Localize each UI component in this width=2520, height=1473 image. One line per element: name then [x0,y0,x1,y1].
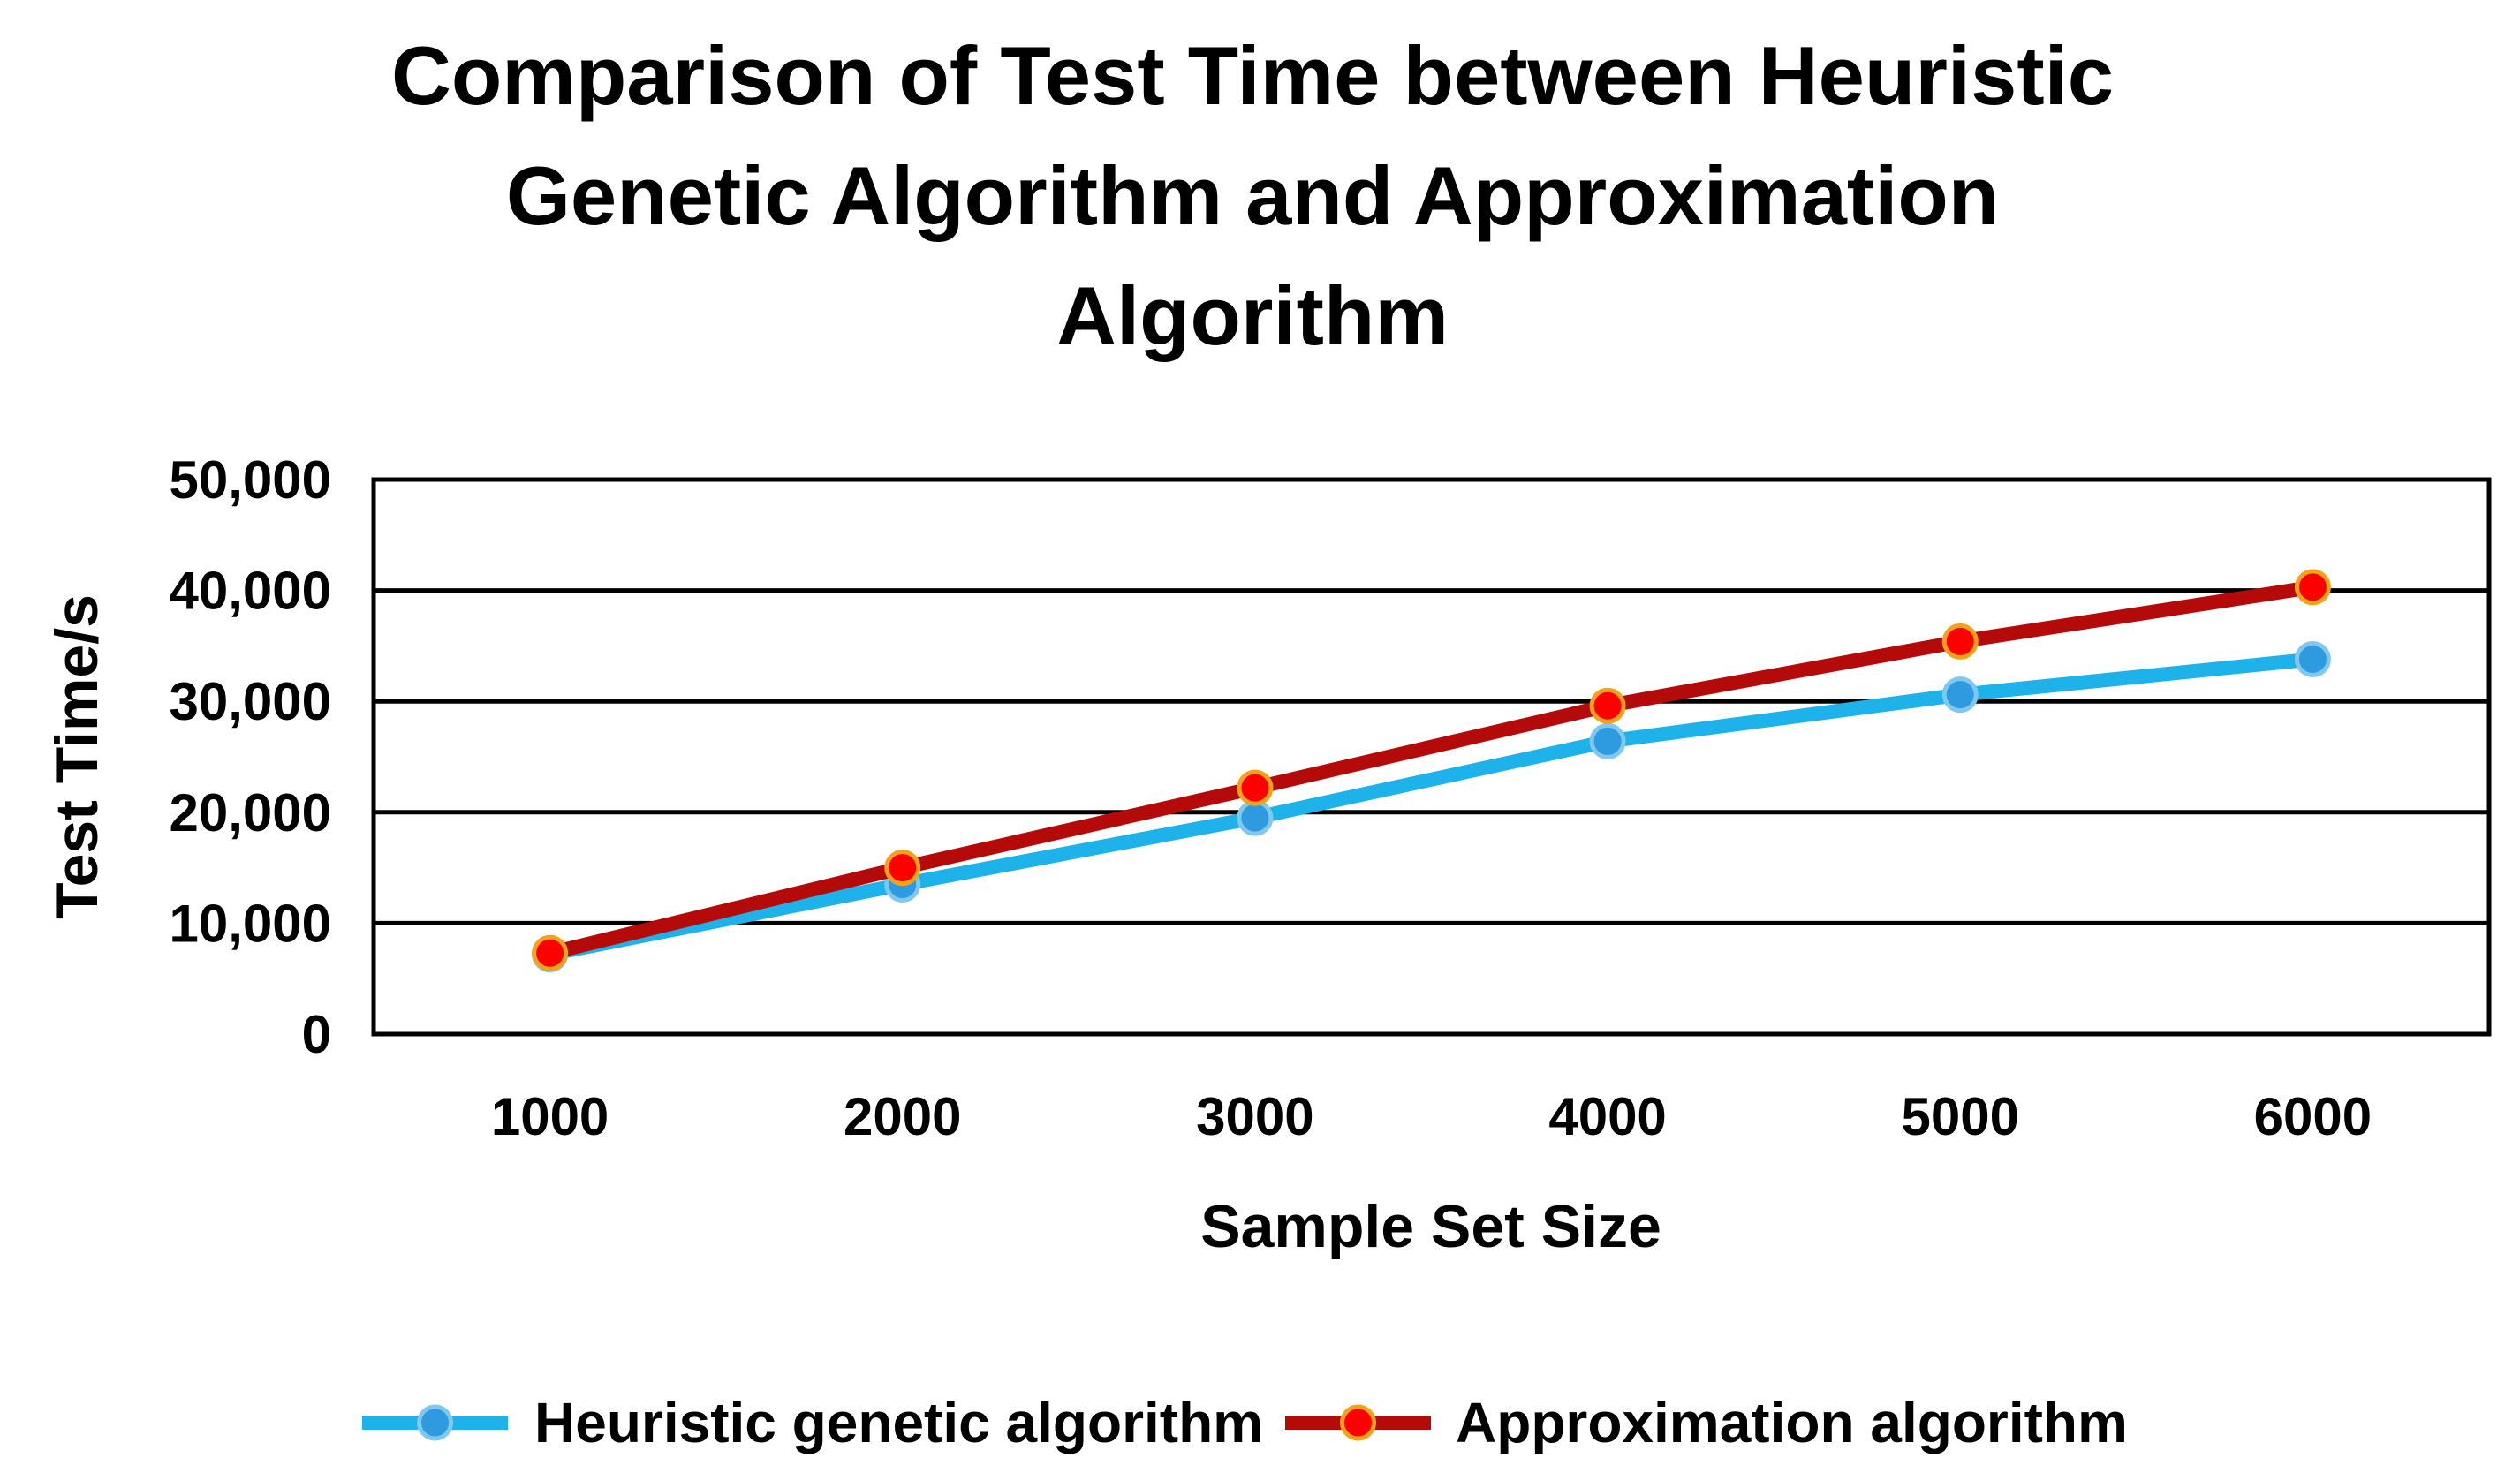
legend-marker-swatch [417,1404,453,1441]
data-point [2294,569,2331,606]
data-point [1237,769,1274,806]
x-tick-label: 2000 [844,1087,961,1146]
y-tick-label: 50,000 [169,450,331,510]
chart-title-line-2: Genetic Algorithm and Approximation [506,149,1999,242]
y-tick-label: 20,000 [169,783,331,842]
legend-label: Heuristic genetic algorithm [534,1391,1263,1454]
x-tick-label: 3000 [1196,1087,1313,1146]
y-tick-label: 0 [302,1005,331,1064]
legend-item-2: Approximation algorithm [1285,1391,2128,1454]
data-point [1589,687,1626,724]
data-point [884,850,921,887]
y-tick-label: 30,000 [169,672,331,731]
chart-title: Comparison of Test Time between Heuristi… [391,29,2114,362]
legend-label: Approximation algorithm [1456,1391,2128,1454]
x-tick-label: 4000 [1548,1087,1666,1146]
y-tick-label: 10,000 [169,894,331,953]
data-point [1941,623,1979,660]
x-axis-title: Sample Set Size [1200,1193,1661,1260]
x-tick-label: 1000 [491,1087,609,1146]
data-point [2294,640,2331,677]
data-series [532,569,2331,973]
x-tick-label: 6000 [2254,1087,2372,1146]
x-tick-label: 5000 [1902,1087,2019,1146]
plot-area-frame [371,477,2492,1037]
data-point [1941,676,1979,714]
chart-legend: Heuristic genetic algorithm Approximation… [362,1391,2128,1454]
series-2 [532,569,2331,971]
data-point [1589,722,1626,759]
chart-title-line-3: Algorithm [1056,269,1449,362]
x-axis-tick-labels: 1000 2000 3000 4000 5000 6000 [491,1087,2372,1146]
data-point [532,934,569,971]
series-line [542,652,2320,962]
legend-item-1: Heuristic genetic algorithm [362,1391,1263,1454]
y-tick-label: 40,000 [169,562,331,621]
y-axis-tick-labels: 0 10,000 20,000 30,000 40,000 50,000 [169,450,331,1064]
y-axis-title: Test Time/s [43,594,110,919]
series-line [542,579,2320,961]
series-1 [532,640,2331,973]
legend-marker-swatch [1340,1404,1376,1441]
data-point [1237,799,1274,836]
chart-title-line-1: Comparison of Test Time between Heuristi… [391,29,2114,122]
